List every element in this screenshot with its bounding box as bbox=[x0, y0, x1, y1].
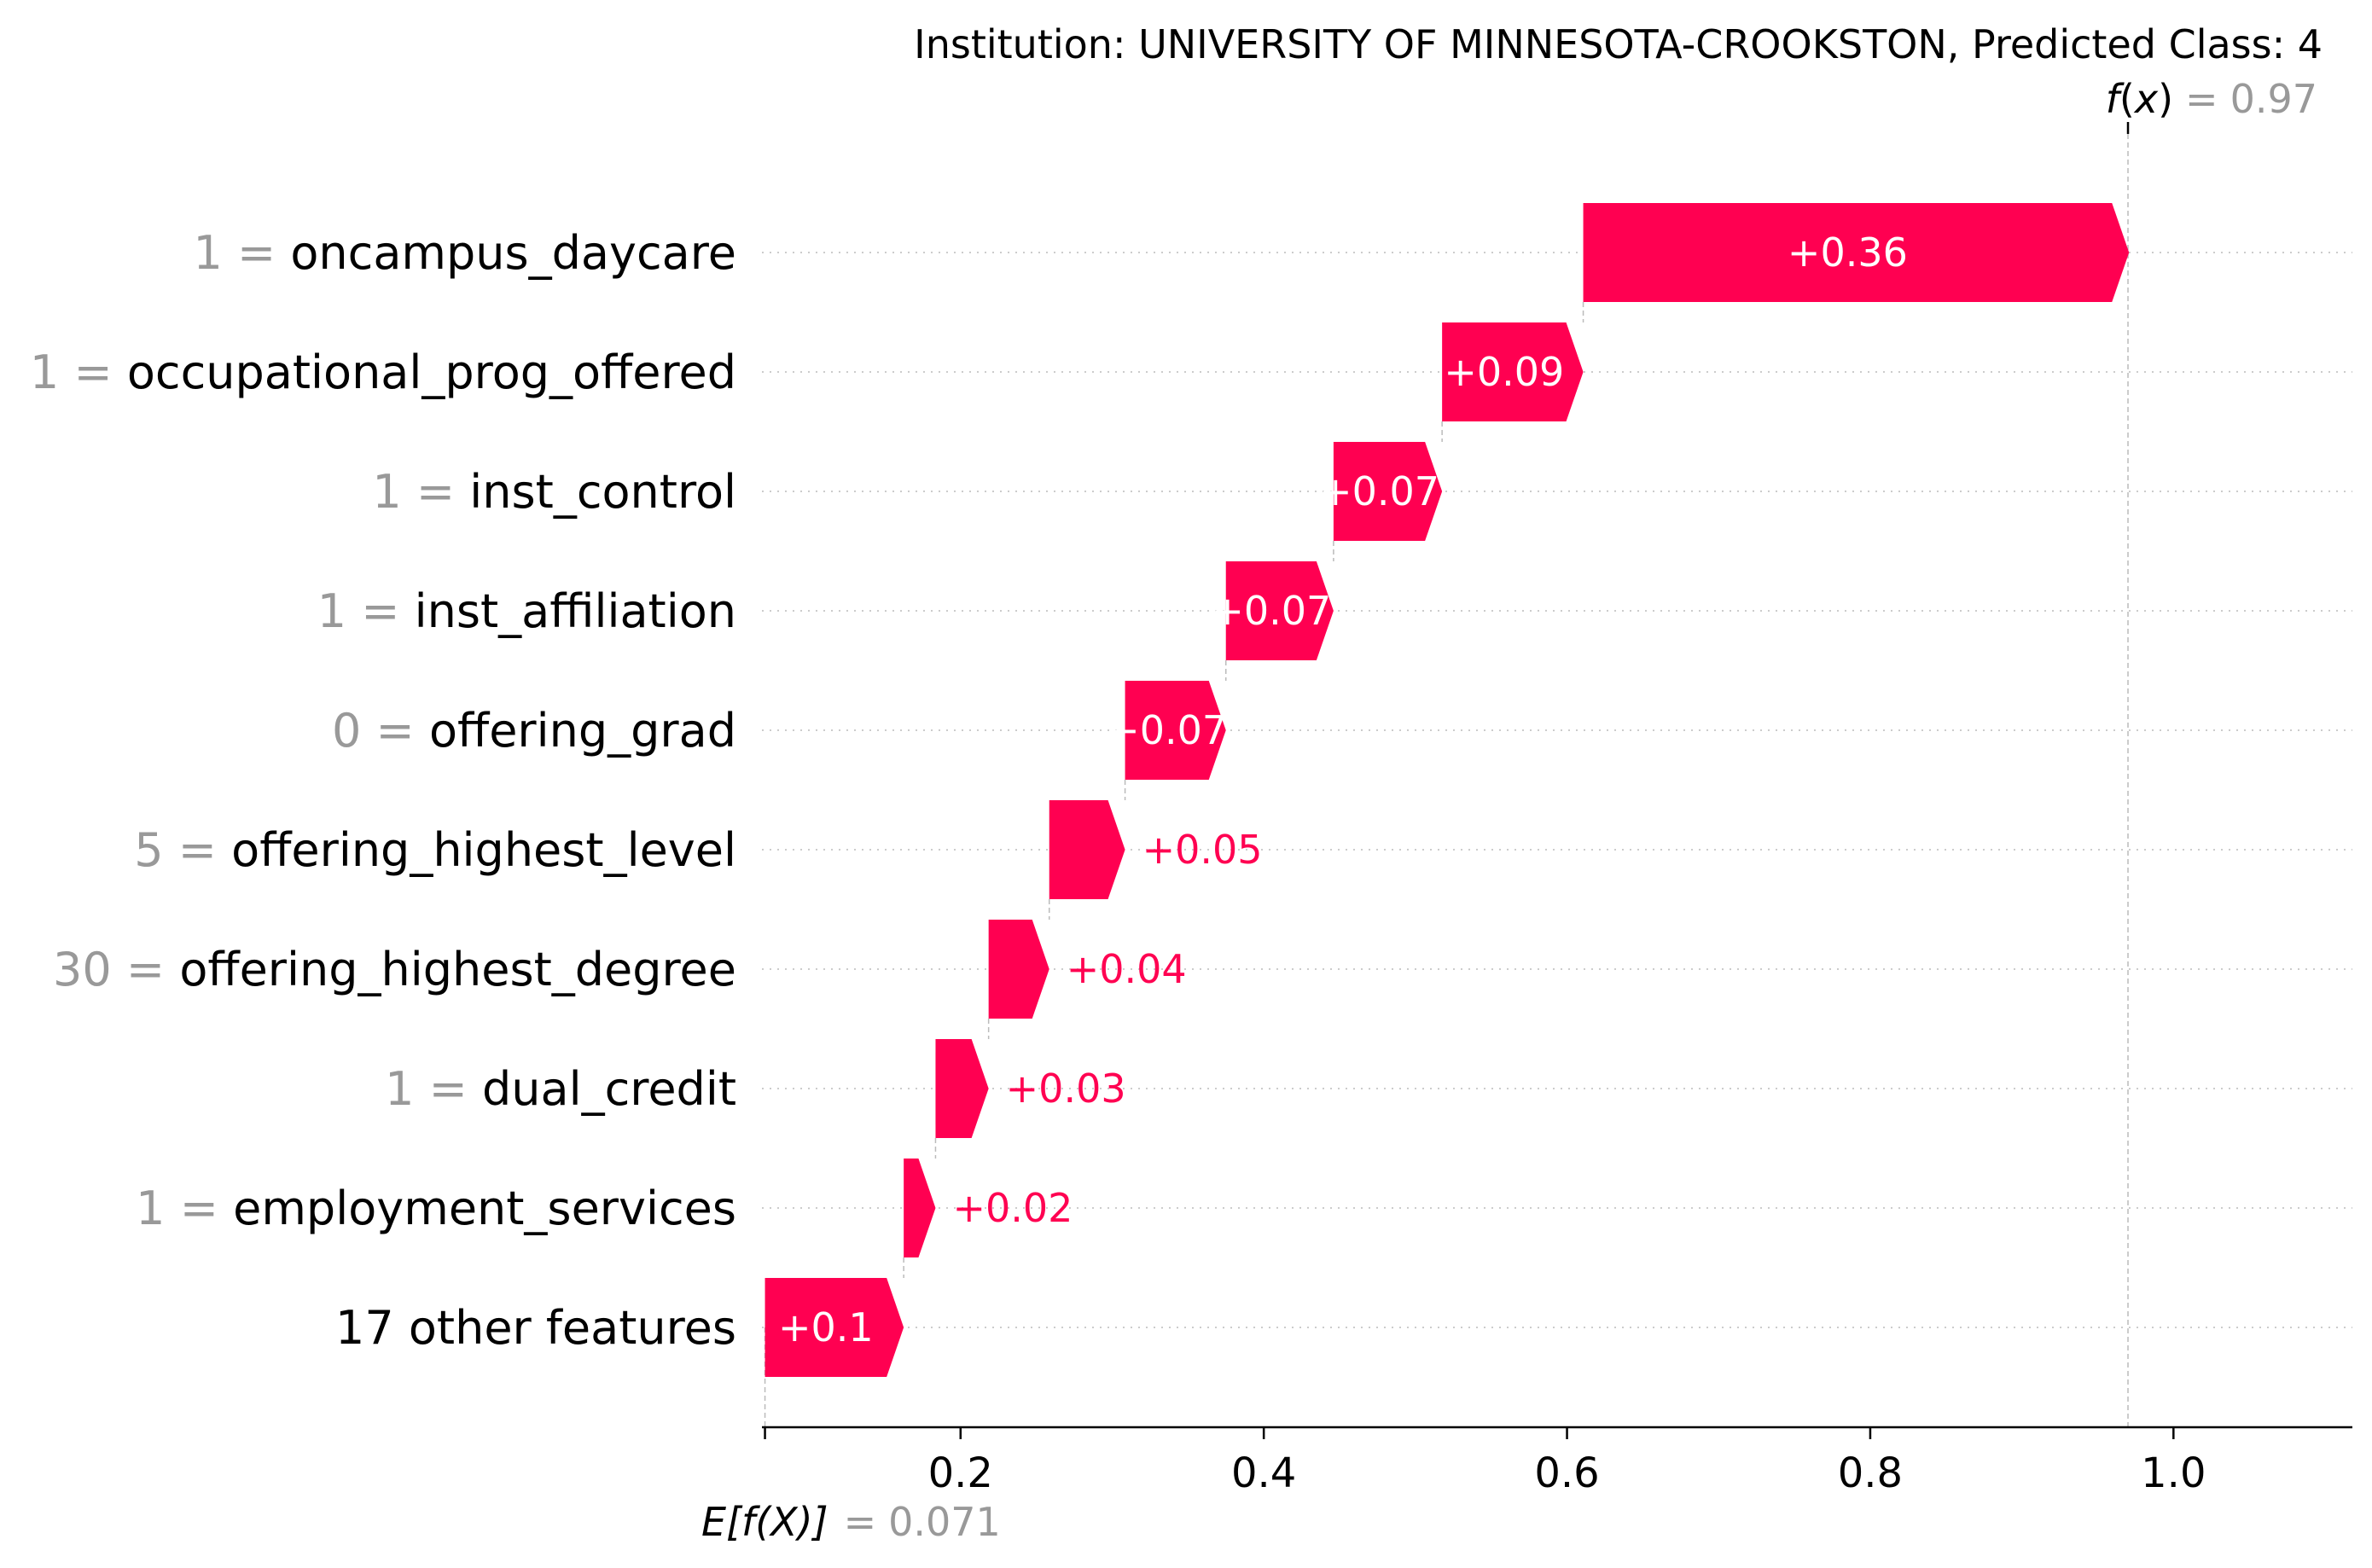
feature-name: oncampus_daycare bbox=[290, 226, 736, 280]
connector-lines bbox=[764, 134, 2129, 1427]
contribution-bar bbox=[935, 1039, 989, 1138]
feature-label: 1 = employment_services bbox=[136, 1182, 736, 1235]
contribution-bar bbox=[1583, 203, 2130, 302]
contribution-label: +0.03 bbox=[1006, 1066, 1126, 1112]
x-tick-label: 1.0 bbox=[2141, 1449, 2206, 1497]
feature-name: offering_highest_degree bbox=[179, 943, 736, 996]
x-tick-label: 0.6 bbox=[1534, 1449, 1599, 1497]
fx-value: 0.97 bbox=[2230, 76, 2317, 122]
contribution-label: +0.36 bbox=[1788, 229, 1908, 276]
x-axis: 0.2 0.4 0.6 0.8 1.0 bbox=[762, 1426, 2352, 1497]
contribution-bar bbox=[1333, 442, 1443, 541]
feature-label: 5 = offering_highest_level bbox=[134, 823, 736, 877]
feature-value: 1 = bbox=[372, 465, 469, 519]
x-tick-label: 0.2 bbox=[928, 1449, 993, 1497]
feature-label: 1 = inst_affiliation bbox=[317, 584, 736, 638]
feature-label: 1 = dual_credit bbox=[385, 1062, 736, 1116]
contribution-label: +0.07 bbox=[1211, 588, 1331, 634]
x-tick-label: 0.8 bbox=[1838, 1449, 1903, 1497]
feature-value: 1 = bbox=[385, 1062, 482, 1116]
efx-value: 0.071 bbox=[888, 1499, 1001, 1545]
efx-label: E[f(X)] bbox=[701, 1499, 828, 1545]
feature-name: occupational_prog_offered bbox=[127, 346, 736, 399]
feature-value: 1 = bbox=[317, 584, 415, 638]
feature-label: 0 = offering_grad bbox=[332, 704, 736, 758]
feature-value: 1 = bbox=[193, 226, 290, 280]
contribution-bar bbox=[988, 920, 1049, 1019]
efx-annotation: E[f(X)] = 0.071 bbox=[701, 1499, 1001, 1545]
fx-annotation: f(x) = 0.97 bbox=[2106, 76, 2317, 122]
contribution-bar bbox=[1442, 322, 1584, 421]
contribution-bar bbox=[765, 1278, 904, 1377]
feature-name: offering_grad bbox=[429, 704, 736, 758]
contribution-label: +0.05 bbox=[1142, 827, 1263, 873]
contribution-label: +0.02 bbox=[952, 1185, 1073, 1231]
contribution-bar bbox=[1049, 800, 1125, 899]
chart-title: Institution: UNIVERSITY OF MINNESOTA-CRO… bbox=[914, 21, 2323, 67]
feature-name: employment_services bbox=[233, 1182, 736, 1235]
feature-value: 30 = bbox=[53, 943, 179, 996]
feature-value: 1 = bbox=[136, 1182, 233, 1235]
feature-name: inst_affiliation bbox=[415, 584, 736, 638]
contribution-bar bbox=[904, 1159, 936, 1257]
feature-name: offering_highest_level bbox=[231, 823, 736, 877]
contribution-label: +0.1 bbox=[778, 1304, 874, 1350]
contribution-label: +0.07 bbox=[1319, 468, 1439, 514]
contribution-bar bbox=[1125, 681, 1226, 780]
feature-label: 30 = offering_highest_degree bbox=[53, 943, 736, 996]
contribution-label: +0.04 bbox=[1067, 946, 1187, 992]
feature-value: 1 = bbox=[30, 346, 127, 399]
feature-label: 17 other features bbox=[335, 1301, 736, 1355]
contribution-label: +0.07 bbox=[1107, 707, 1227, 753]
x-tick-label: 0.4 bbox=[1231, 1449, 1296, 1497]
feature-name: 17 other features bbox=[335, 1301, 736, 1355]
feature-value: 5 = bbox=[134, 823, 231, 877]
feature-name: inst_control bbox=[469, 465, 736, 519]
feature-name: dual_credit bbox=[482, 1062, 736, 1116]
contribution-label: +0.09 bbox=[1444, 349, 1564, 395]
feature-label: 1 = occupational_prog_offered bbox=[30, 346, 736, 399]
fx-label-x: x bbox=[2133, 76, 2159, 122]
feature-label: 1 = inst_control bbox=[372, 465, 736, 519]
contribution-bars: +0.36 +0.09 +0.07 +0.07 +0.07 +0.05 +0.04 +0.03… bbox=[765, 203, 2130, 1377]
contribution-bar bbox=[1225, 561, 1334, 660]
feature-label: 1 = oncampus_daycare bbox=[193, 226, 736, 280]
feature-value: 0 = bbox=[332, 704, 429, 758]
